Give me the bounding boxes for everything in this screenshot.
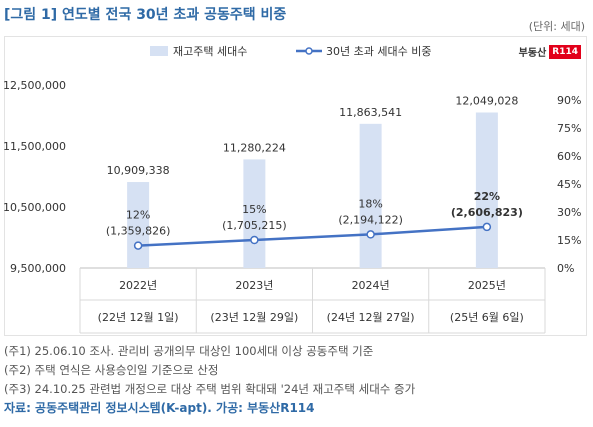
- line-percent-label: 15%: [242, 203, 266, 216]
- x-tick-label: 2024년: [352, 279, 390, 292]
- line-point: [133, 241, 143, 250]
- legend-line-marker: [305, 47, 313, 55]
- x-subcategory-label: (25년 6월 6일): [450, 310, 524, 324]
- legend-bar-label: 재고주택 세대수: [173, 45, 247, 58]
- bar: [475, 112, 498, 268]
- x-tick-label: 2022년: [119, 279, 157, 292]
- line-percent-label: 18%: [358, 197, 382, 210]
- legend-bar-swatch: [150, 46, 168, 56]
- x-subcategory-label: (22년 12월 1일): [98, 310, 179, 324]
- y-left-tick-label: 11,500,000: [3, 140, 66, 153]
- x-subcategory-label: (23년 12월 29일): [210, 310, 298, 324]
- y-left-tick-label: 9,500,000: [10, 262, 66, 275]
- bar-value-label: 12,049,028: [455, 95, 518, 108]
- line-series: [138, 225, 487, 247]
- y-right-tick-label: 60%: [557, 150, 581, 163]
- line-point: [366, 230, 375, 239]
- line-percent-label: 12%: [126, 209, 150, 222]
- x-tick-label: 2023년: [235, 279, 273, 292]
- footnote-3: (주3) 24.10.25 관련법 개정으로 대상 주택 범위 확대돼 '24년…: [4, 382, 416, 396]
- chart-frame: [4, 36, 587, 336]
- x-tick-label: 2025년: [468, 279, 506, 292]
- line-count-label: (2,194,122): [338, 213, 403, 226]
- line-count-label: (2,606,823): [451, 206, 523, 219]
- line-count-label: (1,359,826): [106, 225, 171, 238]
- y-right-tick-label: 90%: [557, 94, 581, 107]
- bar-value-label: 11,280,224: [223, 141, 286, 154]
- line-percent-label: 22%: [474, 190, 500, 203]
- logo-text: 부동산: [518, 48, 547, 59]
- y-right-tick-label: 75%: [557, 122, 581, 135]
- combo-chart: 12,500,000 11,500,000 10,500,000 9,500,000 9…: [3, 45, 581, 334]
- line-count-label: (1,705,215): [222, 219, 287, 232]
- bar-value-label: 10,909,338: [107, 164, 170, 177]
- y-right-tick-label: 45%: [557, 178, 581, 191]
- y-right-tick-label: 0%: [557, 262, 574, 275]
- line-point: [250, 235, 259, 245]
- footnote-1: (주1) 25.06.10 조사. 관리비 공개의무 대상인 100세대 이상 …: [4, 344, 374, 358]
- logo: 부동산 R114: [519, 44, 581, 59]
- source-line: 자료: 공동주택관리 정보시스템(K-apt). 가공: 부동산R114: [4, 401, 315, 415]
- x-subcategory-label: (24년 12월 27일): [327, 310, 415, 324]
- y-right-tick-label: 30%: [557, 206, 581, 219]
- y-left-tick-label: 10,500,000: [3, 201, 66, 214]
- bar: [359, 123, 382, 268]
- chart-title: [그림 1] 연도별 전국 30년 초과 공동주택 비중: [4, 7, 287, 23]
- y-right-tick-label: 15%: [557, 234, 581, 247]
- footnote-2: (주2) 주택 연식은 사용승인일 기준으로 산정: [4, 363, 219, 377]
- unit-label: (단위: 세대): [528, 20, 585, 33]
- line-point: [482, 222, 492, 232]
- bar-value-label: 11,863,541: [339, 106, 402, 119]
- logo-badge: R114: [549, 44, 581, 59]
- y-left-tick-label: 12,500,000: [3, 79, 66, 92]
- footnotes: (주1) 25.06.10 조사. 관리비 공개의무 대상인 100세대 이상 …: [4, 342, 415, 418]
- legend-line-label: 30년 초과 세대수 비중: [326, 45, 431, 58]
